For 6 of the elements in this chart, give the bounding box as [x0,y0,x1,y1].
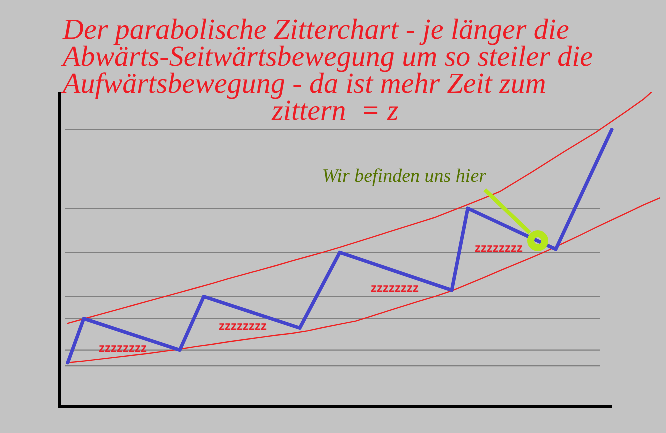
chart-title: Der parabolische Zitterchart - je länger die Abwärts-Seitwärtsbewegung um so steiler die Aufwärtsbewegung - da ist mehr Zeit zum zittern = z [63,14,594,127]
annotation: Wir befinden uns hier [322,166,487,188]
annotation: zzzzzzzz [219,319,267,334]
annotation: zzzzzzzz [371,281,419,296]
annotation: zzzzzzzz [99,341,147,356]
annotation: zzzzzzzz [475,240,523,254]
